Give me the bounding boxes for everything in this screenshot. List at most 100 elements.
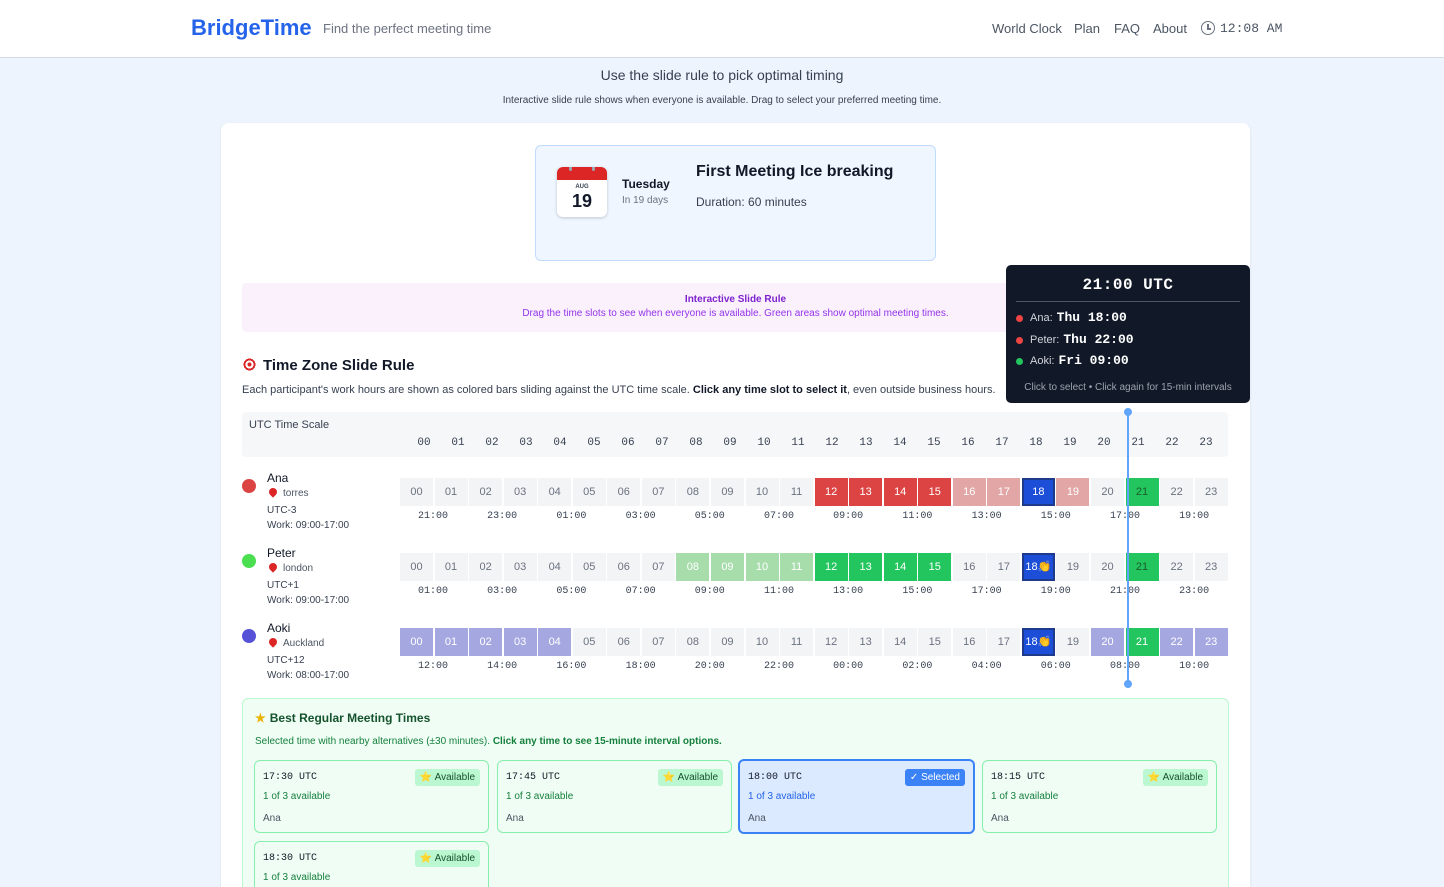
- nav-about[interactable]: About: [1153, 21, 1187, 36]
- time-slot-ana-01[interactable]: 01: [434, 478, 468, 506]
- time-slot-aoki-05[interactable]: 05: [572, 628, 606, 656]
- local-time-label: 17:00: [1109, 511, 1140, 522]
- time-slot-peter-03[interactable]: 03: [503, 553, 537, 581]
- local-time-label: 13:00: [833, 586, 864, 597]
- time-slot-aoki-22[interactable]: 22: [1160, 628, 1194, 656]
- time-slot-peter-00[interactable]: 00: [400, 553, 433, 581]
- time-slot-peter-05[interactable]: 05: [572, 553, 606, 581]
- time-slot-ana-05[interactable]: 05: [572, 478, 606, 506]
- time-slot-peter-19[interactable]: 19: [1056, 553, 1090, 581]
- time-slot-aoki-09[interactable]: 09: [710, 628, 744, 656]
- time-slot-ana-00[interactable]: 00: [400, 478, 433, 506]
- time-slot-ana-12[interactable]: 12: [814, 478, 848, 506]
- time-slot-ana-07[interactable]: 07: [641, 478, 675, 506]
- time-indicator-line[interactable]: [1127, 412, 1129, 685]
- time-slot-aoki-10[interactable]: 10: [745, 628, 779, 656]
- time-slot-ana-06[interactable]: 06: [607, 478, 641, 506]
- time-slot-ana-21[interactable]: 21: [1125, 478, 1159, 506]
- time-slot-ana-09[interactable]: 09: [710, 478, 744, 506]
- time-slot-peter-15[interactable]: 15: [918, 553, 952, 581]
- time-slot-peter-18[interactable]: 18👏: [1021, 553, 1055, 581]
- nav-faq[interactable]: FAQ: [1114, 21, 1141, 36]
- time-slot-peter-17[interactable]: 17: [987, 553, 1021, 581]
- time-slot-peter-01[interactable]: 01: [434, 553, 468, 581]
- nav-plan[interactable]: Plan: [1074, 21, 1101, 36]
- nav-world-clock[interactable]: World Clock: [992, 21, 1062, 36]
- current-time: 12:08 AM: [1220, 21, 1283, 36]
- time-slot-peter-23[interactable]: 23: [1194, 553, 1228, 581]
- time-slot-aoki-15[interactable]: 15: [918, 628, 952, 656]
- time-slot-peter-10[interactable]: 10: [745, 553, 779, 581]
- time-slot-aoki-18[interactable]: 18👏: [1021, 628, 1055, 656]
- time-slot-aoki-04[interactable]: 04: [538, 628, 572, 656]
- time-slot-ana-11[interactable]: 11: [780, 478, 814, 506]
- time-slot-peter-14[interactable]: 14: [883, 553, 917, 581]
- brand-logo[interactable]: BridgeTime: [191, 15, 312, 40]
- tooltip-row-aoki: Aoki: Fri 09:00: [1016, 353, 1129, 368]
- time-slot-ana-08[interactable]: 08: [676, 478, 710, 506]
- time-slot-ana-19[interactable]: 19: [1056, 478, 1090, 506]
- time-slot-aoki-06[interactable]: 06: [607, 628, 641, 656]
- time-slot-ana-10[interactable]: 10: [745, 478, 779, 506]
- time-slot-aoki-00[interactable]: 00: [400, 628, 433, 656]
- time-slot-peter-12[interactable]: 12: [814, 553, 848, 581]
- local-time-label: 15:00: [1040, 511, 1071, 522]
- meeting-weekday: Tuesday: [622, 177, 670, 191]
- time-slot-aoki-19[interactable]: 19: [1056, 628, 1090, 656]
- time-option-1815[interactable]: 18:15 UTC ⭐ Available 1 of 3 available A…: [982, 760, 1217, 833]
- time-slot-ana-03[interactable]: 03: [503, 478, 537, 506]
- time-slot-aoki-20[interactable]: 20: [1091, 628, 1124, 656]
- time-slot-peter-08[interactable]: 08: [676, 553, 710, 581]
- time-slot-ana-22[interactable]: 22: [1160, 478, 1194, 506]
- time-slot-ana-15[interactable]: 15: [918, 478, 952, 506]
- time-slot-aoki-01[interactable]: 01: [434, 628, 468, 656]
- time-slot-peter-22[interactable]: 22: [1160, 553, 1194, 581]
- time-slot-ana-18[interactable]: 18: [1021, 478, 1055, 506]
- time-slot-aoki-03[interactable]: 03: [503, 628, 537, 656]
- time-slot-ana-20[interactable]: 20: [1091, 478, 1124, 506]
- time-slot-ana-04[interactable]: 04: [538, 478, 572, 506]
- time-slot-ana-02[interactable]: 02: [469, 478, 503, 506]
- local-time-label: 21:00: [1109, 586, 1140, 597]
- time-slot-peter-09[interactable]: 09: [710, 553, 744, 581]
- time-option-1730[interactable]: 17:30 UTC ⭐ Available 1 of 3 available A…: [254, 760, 489, 833]
- time-slot-peter-06[interactable]: 06: [607, 553, 641, 581]
- available-badge: ⭐ Available: [657, 769, 723, 786]
- time-slot-aoki-08[interactable]: 08: [676, 628, 710, 656]
- time-indicator-handle-top[interactable]: [1124, 408, 1132, 416]
- time-option-1745[interactable]: 17:45 UTC ⭐ Available 1 of 3 available A…: [497, 760, 732, 833]
- utc-hour-label: 09: [723, 437, 737, 449]
- utc-hour-label: 16: [961, 437, 975, 449]
- time-slot-peter-20[interactable]: 20: [1091, 553, 1124, 581]
- time-option-1800-selected[interactable]: 18:00 UTC ✓ Selected 1 of 3 available An…: [738, 759, 975, 834]
- time-slot-peter-13[interactable]: 13: [849, 553, 883, 581]
- time-slot-aoki-07[interactable]: 07: [641, 628, 675, 656]
- local-time-label: 20:00: [694, 661, 725, 672]
- available-badge: ⭐ Available: [1142, 769, 1208, 786]
- utc-hour-label: 04: [553, 437, 567, 449]
- time-slot-peter-07[interactable]: 07: [641, 553, 675, 581]
- time-indicator-handle-bottom[interactable]: [1124, 680, 1132, 688]
- time-slot-peter-04[interactable]: 04: [538, 553, 572, 581]
- time-slot-peter-16[interactable]: 16: [952, 553, 986, 581]
- slide-rule-title: Time Zone Slide Rule: [242, 357, 414, 374]
- time-slot-peter-02[interactable]: 02: [469, 553, 503, 581]
- time-slot-ana-17[interactable]: 17: [987, 478, 1021, 506]
- time-slot-aoki-23[interactable]: 23: [1194, 628, 1228, 656]
- time-slot-aoki-14[interactable]: 14: [883, 628, 917, 656]
- time-slot-aoki-16[interactable]: 16: [952, 628, 986, 656]
- time-slot-aoki-12[interactable]: 12: [814, 628, 848, 656]
- time-slot-aoki-17[interactable]: 17: [987, 628, 1021, 656]
- time-slot-ana-23[interactable]: 23: [1194, 478, 1228, 506]
- time-slot-aoki-02[interactable]: 02: [469, 628, 503, 656]
- time-slot-peter-21[interactable]: 21: [1125, 553, 1159, 581]
- time-option-1830[interactable]: 18:30 UTC ⭐ Available 1 of 3 available: [254, 841, 489, 887]
- time-slot-ana-13[interactable]: 13: [849, 478, 883, 506]
- time-slot-aoki-21[interactable]: 21: [1125, 628, 1159, 656]
- time-slot-aoki-11[interactable]: 11: [780, 628, 814, 656]
- time-slot-ana-16[interactable]: 16: [952, 478, 986, 506]
- time-slot-peter-11[interactable]: 11: [780, 553, 814, 581]
- star-icon: ★: [255, 711, 266, 725]
- time-slot-aoki-13[interactable]: 13: [849, 628, 883, 656]
- time-slot-ana-14[interactable]: 14: [883, 478, 917, 506]
